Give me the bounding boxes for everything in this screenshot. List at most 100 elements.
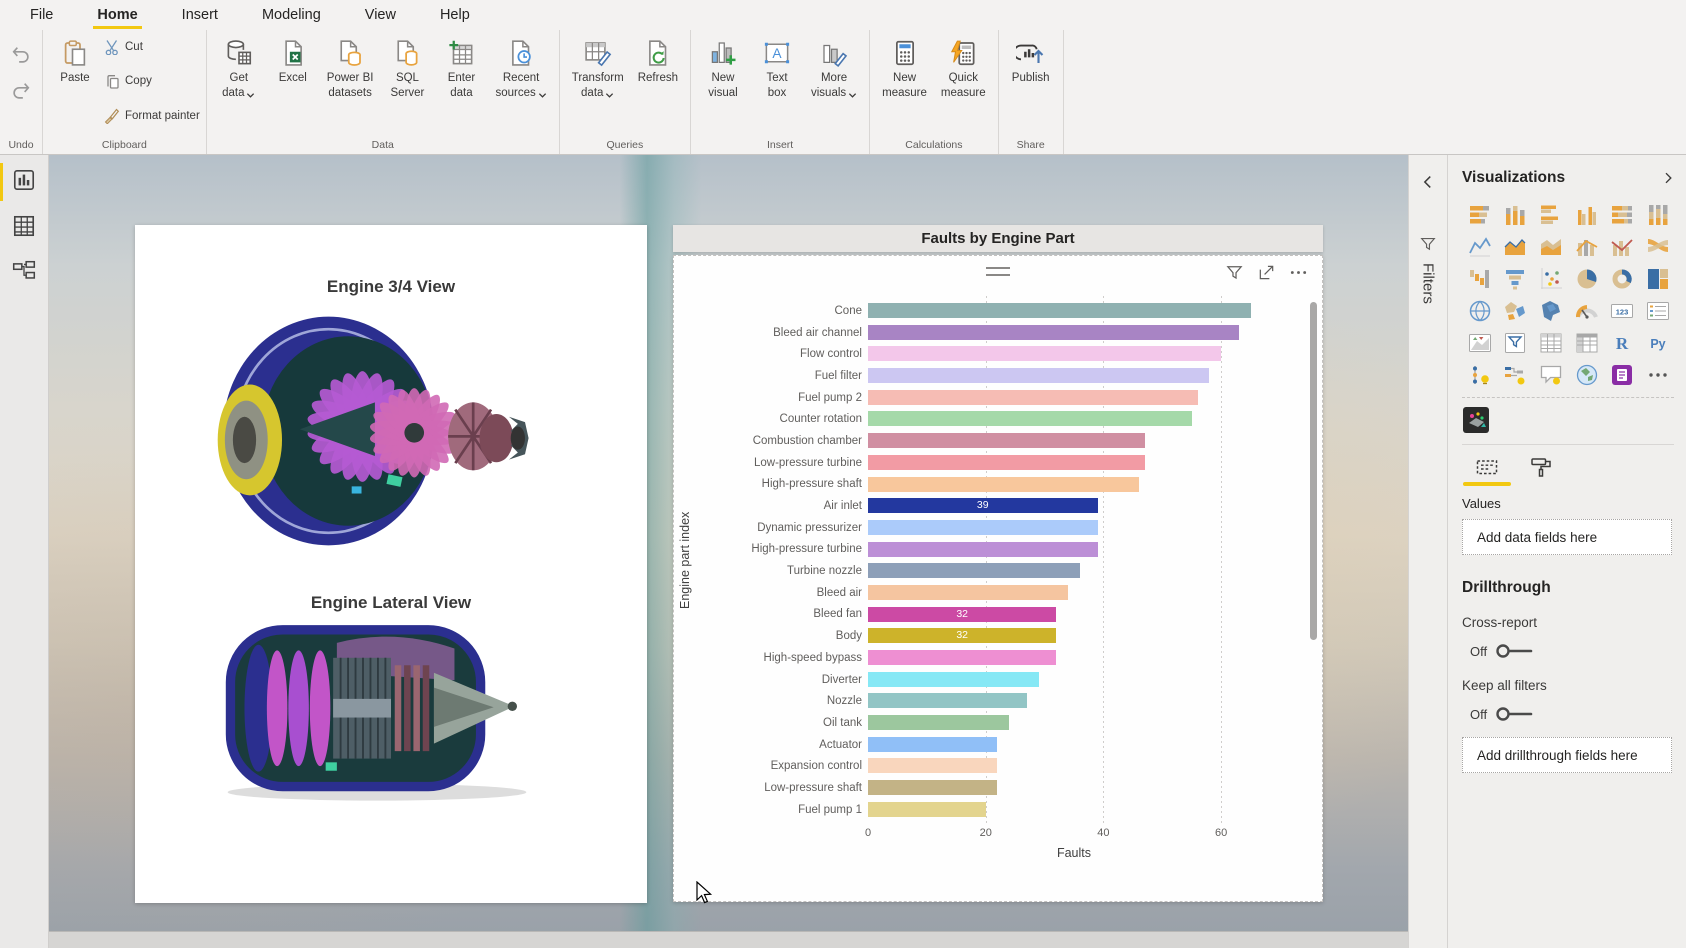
ribbon-tab-help[interactable]: Help xyxy=(439,7,470,23)
viz-stacked-bar-chart-icon[interactable] xyxy=(1466,201,1494,229)
report-view-button[interactable] xyxy=(11,167,37,193)
cut-button[interactable]: Cut xyxy=(103,38,200,56)
viz-table-icon[interactable] xyxy=(1537,329,1565,357)
visual-drag-handle-icon[interactable] xyxy=(986,267,1010,276)
bar-bleed-air-channel[interactable] xyxy=(868,324,1239,340)
viz-funnel-chart-icon[interactable] xyxy=(1501,265,1529,293)
get-data-button[interactable]: Get data xyxy=(213,36,265,103)
format-painter-button[interactable]: Format painter xyxy=(103,107,200,125)
bar-fuel-pump-2[interactable] xyxy=(868,389,1198,405)
chart-scrollbar[interactable] xyxy=(1310,302,1317,640)
text-box-button[interactable]: A Text box xyxy=(751,36,803,103)
bar-high-speed-bypass[interactable] xyxy=(868,650,1057,665)
bar-counter-rotation[interactable] xyxy=(868,411,1192,427)
bar-high-pressure-turbine[interactable] xyxy=(868,541,1098,557)
power-bi-datasets-button[interactable]: Power BI datasets xyxy=(321,36,380,103)
viz-waterfall-chart-icon[interactable] xyxy=(1466,265,1494,293)
viz-slicer-icon[interactable] xyxy=(1501,329,1529,357)
viz-donut-chart-icon[interactable] xyxy=(1608,265,1636,293)
bar-bleed-air[interactable] xyxy=(868,584,1069,600)
viz-clustered-column-chart-icon[interactable] xyxy=(1573,201,1601,229)
viz-scatter-chart-icon[interactable] xyxy=(1537,265,1565,293)
excel-button[interactable]: Excel xyxy=(267,36,319,88)
viz-more-visual-options-icon[interactable] xyxy=(1644,361,1672,389)
viz-qa-visual-icon[interactable] xyxy=(1537,361,1565,389)
viz-matrix-icon[interactable] xyxy=(1573,329,1601,357)
ribbon-tab-insert[interactable]: Insert xyxy=(181,7,218,23)
viz-line-chart-icon[interactable] xyxy=(1466,233,1494,261)
ribbon-tab-file[interactable]: File xyxy=(30,7,54,23)
new-measure-button[interactable]: New measure xyxy=(876,36,933,103)
viz-stacked-column-chart-icon[interactable] xyxy=(1501,201,1529,229)
bar-actuator[interactable] xyxy=(868,736,998,752)
custom-visual-tile[interactable] xyxy=(1462,406,1490,434)
viz-ribbon-chart-icon[interactable] xyxy=(1644,233,1672,261)
redo-button[interactable] xyxy=(10,80,32,102)
faults-bar-chart-visual[interactable]: Faults by Engine Part Engine part index … xyxy=(673,225,1323,903)
viz-card-icon[interactable]: 123 xyxy=(1608,297,1636,325)
more-visuals-button[interactable]: More visuals xyxy=(805,36,863,103)
bar-expansion-control[interactable] xyxy=(868,758,998,774)
bar-fuel-pump-1[interactable] xyxy=(868,801,986,817)
focus-mode-icon[interactable] xyxy=(1257,263,1276,282)
viz-key-influencers-icon[interactable] xyxy=(1466,361,1494,389)
viz-100-stacked-column-chart-icon[interactable] xyxy=(1644,201,1672,229)
new-visual-button[interactable]: New visual xyxy=(697,36,749,103)
viz-area-chart-icon[interactable] xyxy=(1501,233,1529,261)
viz-multi-row-card-icon[interactable] xyxy=(1644,297,1672,325)
bar-air-inlet[interactable] xyxy=(868,498,1098,514)
bar-cone[interactable] xyxy=(868,303,1251,318)
add-data-fields-well[interactable]: Add data fields here xyxy=(1462,519,1672,555)
enter-data-button[interactable]: Enter data xyxy=(435,36,487,103)
filter-icon[interactable] xyxy=(1225,263,1244,282)
bar-low-pressure-turbine[interactable] xyxy=(868,454,1145,470)
viz-stacked-area-chart-icon[interactable] xyxy=(1537,233,1565,261)
recent-sources-button[interactable]: Recent sources xyxy=(489,36,552,103)
cross-report-toggle[interactable] xyxy=(1495,642,1537,660)
add-drillthrough-fields-well[interactable]: Add drillthrough fields here xyxy=(1462,737,1672,773)
bar-combustion-chamber[interactable] xyxy=(868,433,1145,449)
bar-body[interactable] xyxy=(868,628,1057,644)
chevron-left-icon[interactable] xyxy=(1419,173,1437,191)
copy-button[interactable]: Copy xyxy=(103,73,200,90)
fields-pane-tab[interactable] xyxy=(1463,455,1511,486)
viz-filled-map-icon[interactable] xyxy=(1501,297,1529,325)
bar-high-pressure-shaft[interactable] xyxy=(868,476,1139,492)
bar-turbine-nozzle[interactable] xyxy=(868,563,1080,579)
engine-image-visual[interactable]: Engine 3/4 View Engine Lateral View xyxy=(135,225,647,903)
ribbon-tab-view[interactable]: View xyxy=(364,7,396,23)
keep-all-filters-toggle[interactable] xyxy=(1495,705,1537,723)
viz-100-stacked-bar-chart-icon[interactable] xyxy=(1608,201,1636,229)
viz-treemap-icon[interactable] xyxy=(1644,265,1672,293)
bar-bleed-fan[interactable] xyxy=(868,606,1057,622)
bar-diverter[interactable] xyxy=(868,671,1039,687)
chevron-right-icon[interactable] xyxy=(1660,170,1676,186)
bar-flow-control[interactable] xyxy=(868,346,1222,362)
filters-pane-title[interactable]: Filters xyxy=(1419,263,1437,304)
ribbon-tab-home[interactable]: Home xyxy=(93,3,142,29)
bar-nozzle[interactable] xyxy=(868,693,1027,709)
viz-clustered-bar-chart-icon[interactable] xyxy=(1537,201,1565,229)
viz-line-and-stacked-column-chart-icon[interactable] xyxy=(1573,233,1601,261)
bar-fuel-filter[interactable] xyxy=(868,368,1210,384)
bar-dynamic-pressurizer[interactable] xyxy=(868,519,1098,535)
refresh-button[interactable]: Refresh xyxy=(632,36,684,88)
viz-paginated-report-icon[interactable] xyxy=(1608,361,1636,389)
viz-pie-chart-icon[interactable] xyxy=(1573,265,1601,293)
viz-line-and-clustered-column-chart-icon[interactable] xyxy=(1608,233,1636,261)
more-options-icon[interactable] xyxy=(1289,263,1308,282)
bar-low-pressure-shaft[interactable] xyxy=(868,780,998,796)
viz-shape-map-icon[interactable] xyxy=(1537,297,1565,325)
undo-button[interactable] xyxy=(10,44,32,66)
report-canvas[interactable]: Engine 3/4 View Engine Lateral View Faul… xyxy=(49,155,1408,948)
viz-map-icon[interactable] xyxy=(1466,297,1494,325)
format-pane-tab[interactable] xyxy=(1526,455,1556,486)
viz-python-visual-icon[interactable]: Py xyxy=(1644,329,1672,357)
sql-server-button[interactable]: SQL Server xyxy=(381,36,433,103)
quick-measure-button[interactable]: Quick measure xyxy=(935,36,992,103)
viz-gauge-icon[interactable] xyxy=(1573,297,1601,325)
chart-plot-area[interactable]: Engine part index Cone Bleed air channel F… xyxy=(673,255,1323,902)
publish-button[interactable]: Publish xyxy=(1005,36,1057,88)
data-view-button[interactable] xyxy=(11,213,37,239)
viz-azure-map-icon[interactable] xyxy=(1573,361,1601,389)
